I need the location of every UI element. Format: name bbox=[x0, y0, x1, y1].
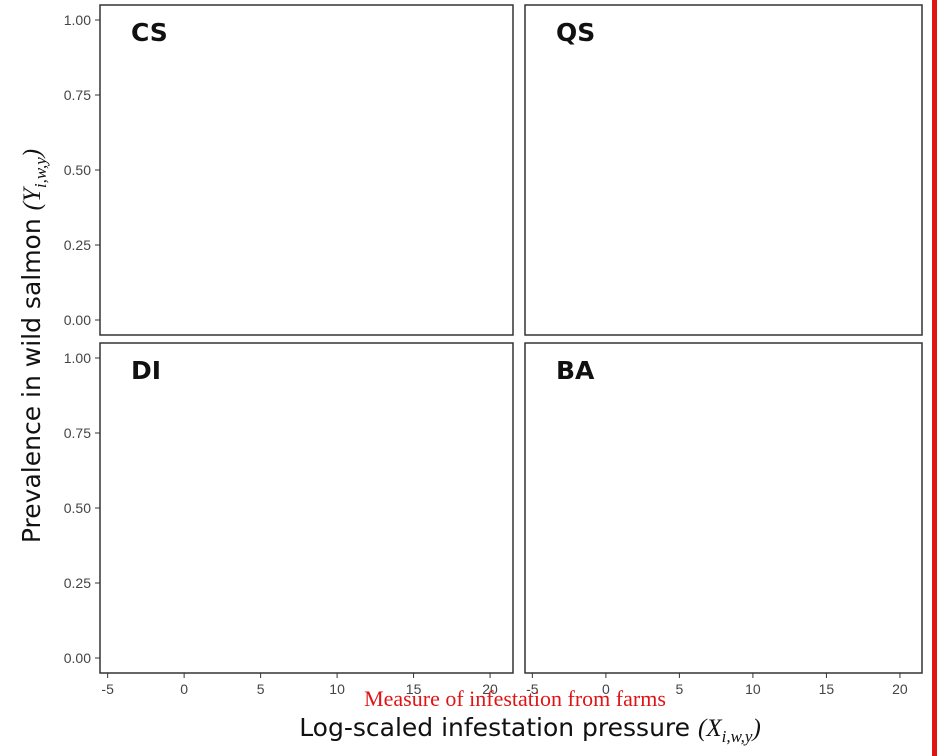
x-tick-label: -5 bbox=[101, 681, 114, 697]
panel-label-qs: QS bbox=[556, 18, 595, 47]
panel-label-cs: CS bbox=[131, 18, 168, 47]
x-axis-title-open: ( bbox=[698, 715, 708, 742]
x-axis-title-symbol: X bbox=[705, 715, 723, 742]
y-tick-label: 0.00 bbox=[64, 650, 91, 666]
x-axis-title: Log-scaled infestation pressure (Xi,w,y) bbox=[299, 713, 761, 746]
y-axis-title-close: ) bbox=[19, 149, 46, 159]
panel-frame bbox=[99, 342, 514, 674]
x-tick-label: -5 bbox=[526, 681, 539, 697]
y-axis-title: Prevalence in wild salmon (Yi,w,y) bbox=[17, 149, 50, 543]
y-axis-title-symbol: Y bbox=[19, 185, 46, 202]
panel-cs: CS bbox=[99, 4, 514, 336]
x-axis-title-text: Log-scaled infestation pressure bbox=[299, 713, 690, 742]
x-tick-label: 0 bbox=[602, 681, 610, 697]
annotation-text: Measure of infestation from farms bbox=[364, 686, 666, 711]
x-tick-label: 20 bbox=[482, 681, 498, 697]
x-tick-label: 5 bbox=[675, 681, 683, 697]
red-edge-line bbox=[932, 0, 937, 756]
x-tick-label: 5 bbox=[257, 681, 265, 697]
y-tick-label: 0.75 bbox=[64, 425, 91, 441]
panel-frame bbox=[524, 4, 923, 336]
x-axis-title-subscript: i,w,y bbox=[722, 727, 753, 746]
x-tick-label: 0 bbox=[180, 681, 188, 697]
axis-ticks-group: 0.00 0.25 0.50 0.75 1.00 0.00 0.25 0.50 0.75 1.00… bbox=[64, 12, 908, 697]
panel-di: DI bbox=[99, 342, 514, 674]
x-tick-label: 20 bbox=[892, 681, 908, 697]
x-tick-label: 15 bbox=[819, 681, 835, 697]
y-tick-label: 0.25 bbox=[64, 575, 91, 591]
panel-qs: QS bbox=[524, 4, 923, 336]
panel-frame bbox=[524, 342, 923, 674]
y-tick-label: 1.00 bbox=[64, 12, 91, 28]
y-tick-label: 0.25 bbox=[64, 237, 91, 253]
y-tick-label: 1.00 bbox=[64, 350, 91, 366]
y-tick-label: 0.50 bbox=[64, 500, 91, 516]
panel-label-ba: BA bbox=[556, 356, 595, 385]
panel-ba: BA bbox=[524, 342, 923, 674]
x-tick-label: 10 bbox=[745, 681, 761, 697]
y-axis-title-subscript: i,w,y bbox=[31, 157, 50, 188]
panels-group: CS QS DI BA bbox=[99, 4, 923, 674]
panel-frame bbox=[99, 4, 514, 336]
x-axis-title-close: ) bbox=[750, 715, 760, 742]
y-tick-label: 0.00 bbox=[64, 312, 91, 328]
panel-label-di: DI bbox=[131, 356, 161, 385]
y-tick-label: 0.50 bbox=[64, 162, 91, 178]
x-tick-label: 15 bbox=[406, 681, 422, 697]
y-tick-label: 0.75 bbox=[64, 87, 91, 103]
y-axis-title-text: Prevalence in wild salmon bbox=[17, 218, 46, 543]
x-tick-label: 10 bbox=[329, 681, 345, 697]
y-axis-title-open: ( bbox=[19, 200, 46, 210]
